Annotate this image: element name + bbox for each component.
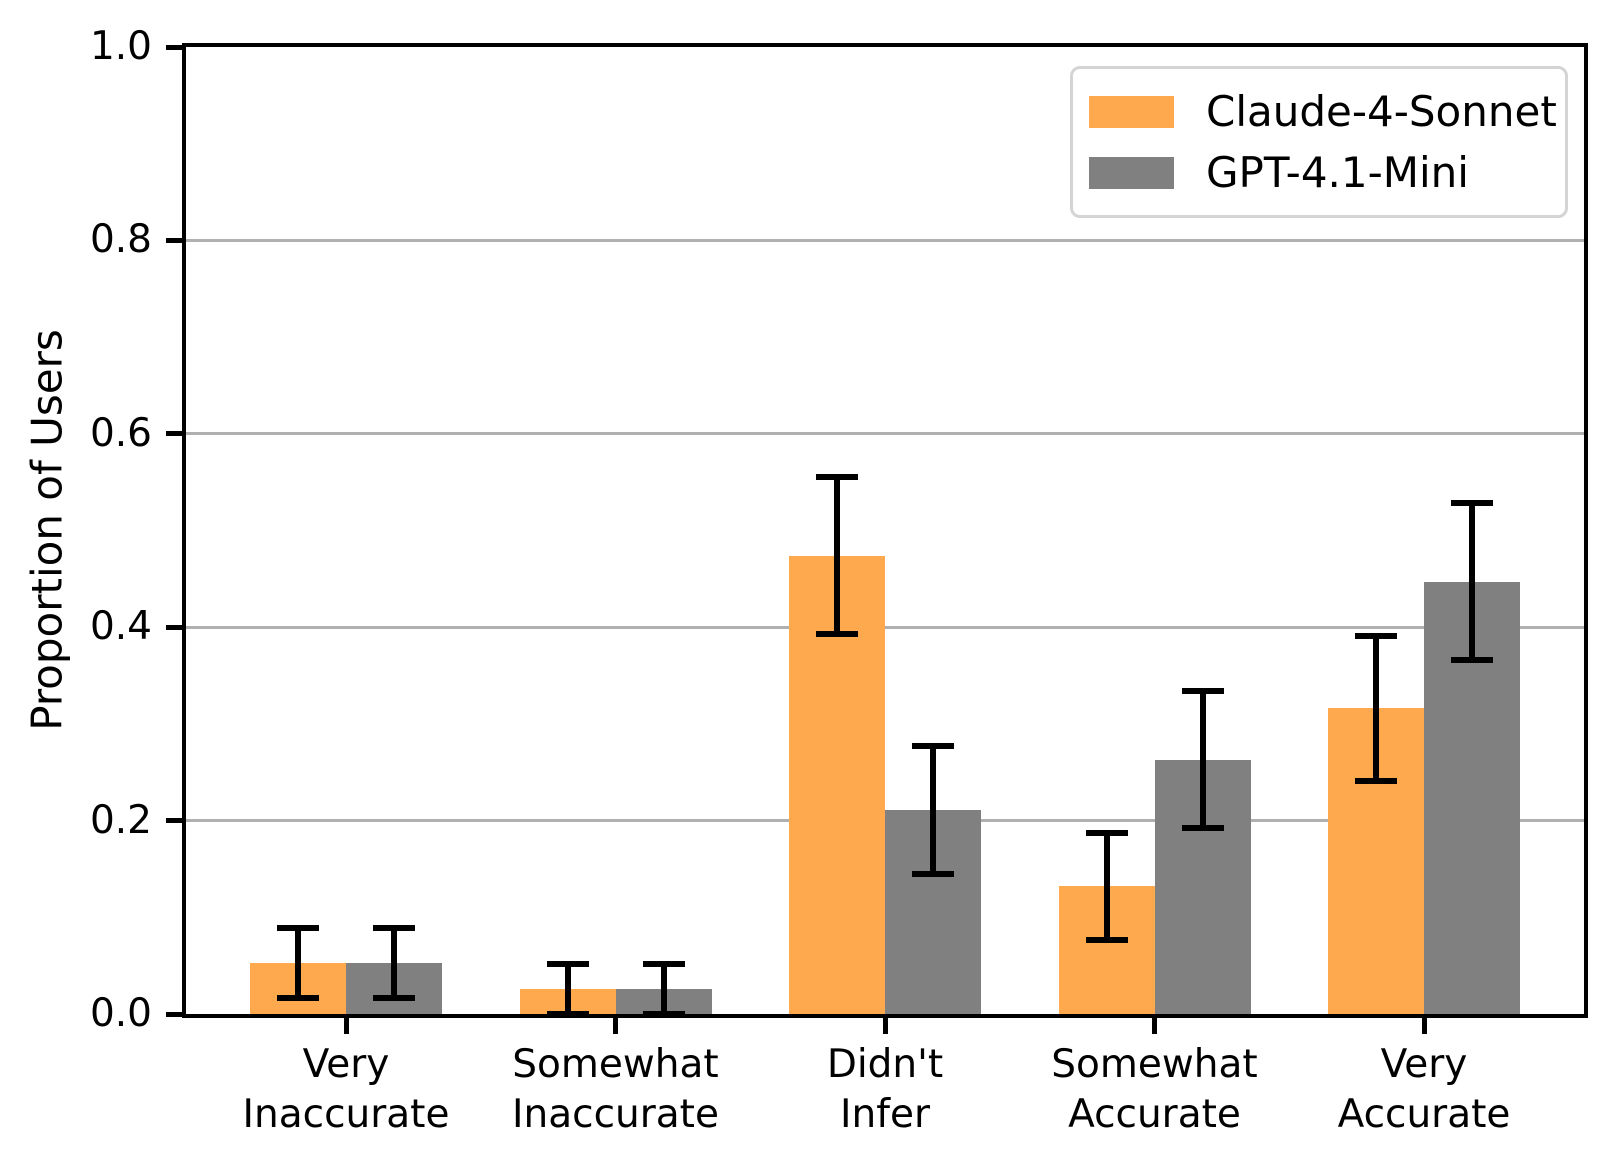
y-tick-mark [166, 44, 182, 50]
y-tick-mark [166, 1011, 182, 1017]
error-bar-cap [1085, 936, 1128, 943]
x-tick-label: Somewhat Accurate [985, 1040, 1325, 1140]
x-tick-label-line: Infer [840, 1092, 930, 1137]
legend: Claude-4-Sonnet GPT-4.1-Mini [1070, 66, 1568, 218]
error-bar-line [660, 963, 667, 1014]
x-tick-label-line: Very [302, 1042, 390, 1087]
legend-label-claude: Claude-4-Sonnet [1206, 87, 1557, 136]
y-axis-label: Proportion of Users [22, 329, 72, 731]
legend-label-gpt: GPT-4.1-Mini [1206, 148, 1469, 197]
error-bar-line [1103, 833, 1110, 940]
error-bar-cap [816, 630, 858, 637]
x-tick-label-line: Somewhat [512, 1042, 719, 1087]
error-bar-line [834, 477, 840, 634]
y-tick-label: 0.6 [89, 410, 152, 456]
x-tick-mark [343, 1018, 349, 1034]
y-tick-label: 0.2 [89, 797, 152, 843]
error-bar-cap [1181, 825, 1224, 832]
error-bar-cap [816, 474, 858, 481]
y-tick-mark [166, 431, 182, 437]
error-bar-cap [1355, 777, 1397, 784]
error-bar-line [564, 963, 571, 1014]
error-bar-cap [642, 1011, 685, 1017]
error-bar-cap [912, 743, 954, 750]
x-tick-mark [882, 1018, 888, 1034]
error-bar-cap [546, 1011, 589, 1017]
x-tick-label: Somewhat Inaccurate [446, 1040, 786, 1140]
x-tick-mark [1421, 1018, 1427, 1034]
error-bar-line [1469, 503, 1475, 661]
y-tick-label: 1.0 [89, 24, 152, 69]
legend-item-claude: Claude-4-Sonnet [1089, 87, 1565, 136]
error-bar-line [930, 746, 936, 874]
error-bar-line [295, 927, 301, 998]
error-bar-line [1199, 691, 1206, 829]
x-tick-label-line: Accurate [1068, 1092, 1241, 1137]
error-bar-cap [1451, 657, 1493, 664]
gridline [186, 625, 1584, 629]
x-tick-label: Didn't Infer [715, 1040, 1055, 1140]
legend-swatch-gpt [1089, 156, 1174, 189]
error-bar-cap [1085, 830, 1128, 837]
error-bar-cap [373, 994, 415, 1001]
legend-item-gpt: GPT-4.1-Mini [1089, 148, 1565, 197]
x-tick-mark [1152, 1018, 1157, 1034]
error-bar-cap [1181, 688, 1224, 695]
error-bar-cap [373, 924, 415, 931]
error-bar-cap [1451, 500, 1493, 507]
error-bar-cap [277, 924, 319, 931]
error-bar-cap [642, 960, 685, 967]
y-tick-mark [166, 237, 182, 243]
gridline [186, 432, 1584, 436]
error-bar-line [391, 927, 397, 998]
x-tick-label-line: Didn't [826, 1042, 944, 1087]
error-bar-cap [546, 960, 589, 967]
error-bar-cap [1355, 632, 1397, 639]
x-tick-label-line: Inaccurate [242, 1092, 450, 1137]
x-tick-mark [613, 1018, 618, 1034]
y-tick-mark [166, 818, 182, 824]
error-bar-cap [277, 994, 319, 1001]
y-tick-label: 0.8 [89, 217, 152, 263]
y-tick-label: 0.4 [89, 604, 152, 650]
gridline [186, 238, 1584, 242]
legend-swatch-claude [1089, 95, 1174, 128]
error-bar-line [1373, 635, 1379, 781]
x-tick-label-line: Somewhat [1051, 1042, 1258, 1087]
y-tick-mark [166, 624, 182, 630]
x-tick-label: Very Accurate [1254, 1040, 1594, 1140]
x-tick-label-line: Inaccurate [512, 1092, 719, 1137]
error-bar-cap [912, 870, 954, 877]
x-tick-label-line: Very [1380, 1042, 1468, 1087]
x-tick-label: Very Inaccurate [176, 1040, 516, 1140]
y-tick-label: 0.0 [89, 991, 152, 1036]
x-tick-label-line: Accurate [1337, 1092, 1511, 1137]
